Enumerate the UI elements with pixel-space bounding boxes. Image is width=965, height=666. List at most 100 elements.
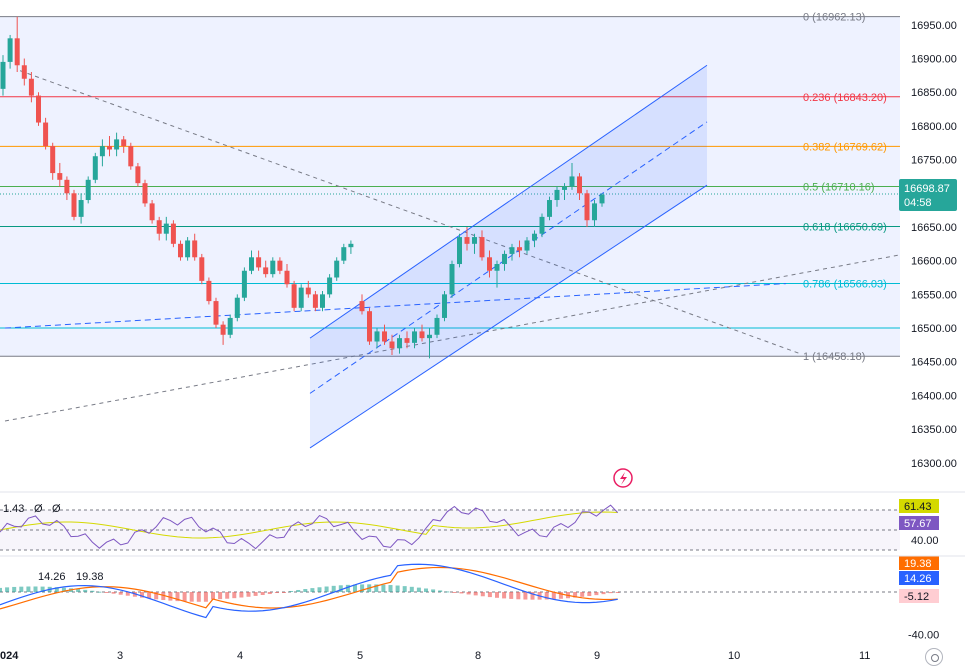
candle-body — [28, 78, 34, 96]
trend-lines — [0, 16, 906, 422]
candle-body — [220, 324, 226, 335]
macd-hist-bar — [246, 592, 251, 597]
candle-body — [382, 331, 387, 342]
candle-body — [178, 243, 183, 258]
macd-hist-bar — [61, 587, 66, 592]
macd-hist-bar — [125, 592, 130, 596]
macd-hist-bar — [118, 592, 123, 595]
blue-trendline — [4, 283, 787, 329]
candle-body — [397, 338, 402, 349]
rsi-line — [0, 504, 619, 550]
macd-hist-bar — [523, 592, 528, 600]
price-axis[interactable]: 16950.00 16900.00 16850.00 16800.00 16750.00… — [899, 0, 965, 666]
rsi-header-na: Ø — [34, 503, 43, 515]
macd-hist-bar — [196, 592, 201, 602]
macd-hist-bar — [260, 592, 265, 595]
candle-body — [502, 253, 507, 265]
candle-body — [487, 257, 492, 271]
macd-hist-bar — [402, 586, 407, 592]
macd-hist-bar — [594, 592, 599, 596]
time-tick-label: 9 — [594, 650, 600, 662]
candle-body — [509, 247, 515, 254]
macd-badge-value: 19.38 — [904, 558, 932, 570]
candle-body — [213, 301, 219, 325]
candle-body — [341, 247, 347, 261]
channel-lower — [309, 184, 708, 449]
candle-body — [599, 194, 605, 204]
time-tick-label: 8 — [475, 650, 481, 662]
macd-hist-bar — [573, 592, 578, 598]
macd-hist-bar — [345, 584, 350, 592]
candle-body — [206, 280, 212, 302]
candle-body — [234, 297, 240, 318]
candle-body — [577, 176, 582, 194]
macd-pane[interactable]: 14.26 19.38 19.38 14.26 -5.12 -40.00 — [0, 556, 939, 642]
macd-hist-bar — [97, 591, 102, 593]
macd-hist-bar — [154, 592, 159, 600]
macd-hist-bar — [409, 586, 414, 592]
candle-body — [419, 331, 425, 339]
macd-hist-bar — [431, 589, 436, 592]
candle-body — [367, 311, 372, 342]
macd-hist-bar — [0, 587, 2, 592]
macd-badge-value: 14.26 — [904, 573, 932, 585]
rsi-pane[interactable]: 1.43 Ø Ø 61.43 57.67 40.00 — [0, 499, 939, 551]
macd-badge — [899, 589, 939, 603]
macd-hist-bar — [452, 592, 457, 593]
candle-body — [554, 189, 560, 201]
channel-mid — [309, 121, 708, 394]
candle-body — [85, 179, 91, 201]
time-tick-label: 4 — [237, 650, 243, 662]
macd-hist-bar — [331, 585, 336, 592]
time-tick-label: 3 — [117, 650, 123, 662]
candle-body — [412, 331, 417, 343]
macd-hist-bar — [558, 592, 563, 599]
macd-hist-bar — [104, 592, 109, 593]
candle-body — [547, 200, 552, 217]
macd-hist-bar — [40, 586, 45, 592]
candle-body — [320, 294, 325, 308]
candle-body — [128, 146, 134, 167]
candle-body — [270, 260, 276, 275]
macd-hist-bar — [395, 585, 400, 592]
price-axis-bg — [900, 0, 965, 666]
price-tick-label: 16600.00 — [911, 256, 957, 268]
fib-level-label: 1 (16458.18) — [803, 351, 865, 363]
candle-body — [374, 331, 380, 342]
macd-hist-bar — [182, 592, 187, 602]
price-tick-label: 16850.00 — [911, 87, 957, 99]
macd-hist-bar — [317, 587, 322, 592]
candle-body — [114, 139, 120, 150]
macd-hist-bar — [168, 592, 173, 601]
parallel-channel[interactable] — [309, 64, 708, 449]
macd-hist-bar — [487, 592, 492, 598]
candle-body — [291, 284, 297, 308]
macd-hist-bar — [26, 586, 31, 592]
candle-body — [36, 95, 41, 123]
candle-body — [249, 257, 254, 271]
rsi-header-value: 1.43 — [3, 503, 24, 515]
settings-gear-icon[interactable] — [925, 648, 943, 666]
macd-hist-bar — [388, 585, 393, 592]
candle-body — [298, 287, 304, 308]
rising-trendline — [4, 253, 906, 422]
macd-hist-bar — [608, 592, 613, 594]
candle-body — [78, 200, 84, 217]
flash-glyph — [620, 472, 627, 485]
macd-hist-bar — [353, 584, 357, 592]
macd-hist-bar — [466, 592, 471, 595]
time-axis[interactable]: 024 3 4 5 8 9 10 11 — [0, 650, 870, 662]
candle-body — [149, 203, 155, 221]
candle-body — [404, 338, 410, 343]
fib-level-label: 0.382 (16769.62) — [803, 141, 887, 153]
candle-body — [21, 65, 27, 79]
macd-hist-bar — [289, 590, 294, 592]
macd-hist-bar — [495, 592, 499, 598]
macd-hist-bar — [203, 592, 208, 602]
macd-hist-bar — [54, 587, 59, 592]
candle-body — [57, 173, 63, 180]
macd-badge-value: -5.12 — [904, 591, 929, 603]
macd-hist-bar — [601, 592, 606, 595]
price-tick-label: 16900.00 — [911, 54, 957, 66]
